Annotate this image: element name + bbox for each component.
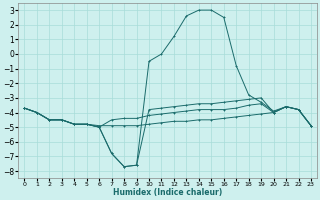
X-axis label: Humidex (Indice chaleur): Humidex (Indice chaleur) — [113, 188, 222, 197]
